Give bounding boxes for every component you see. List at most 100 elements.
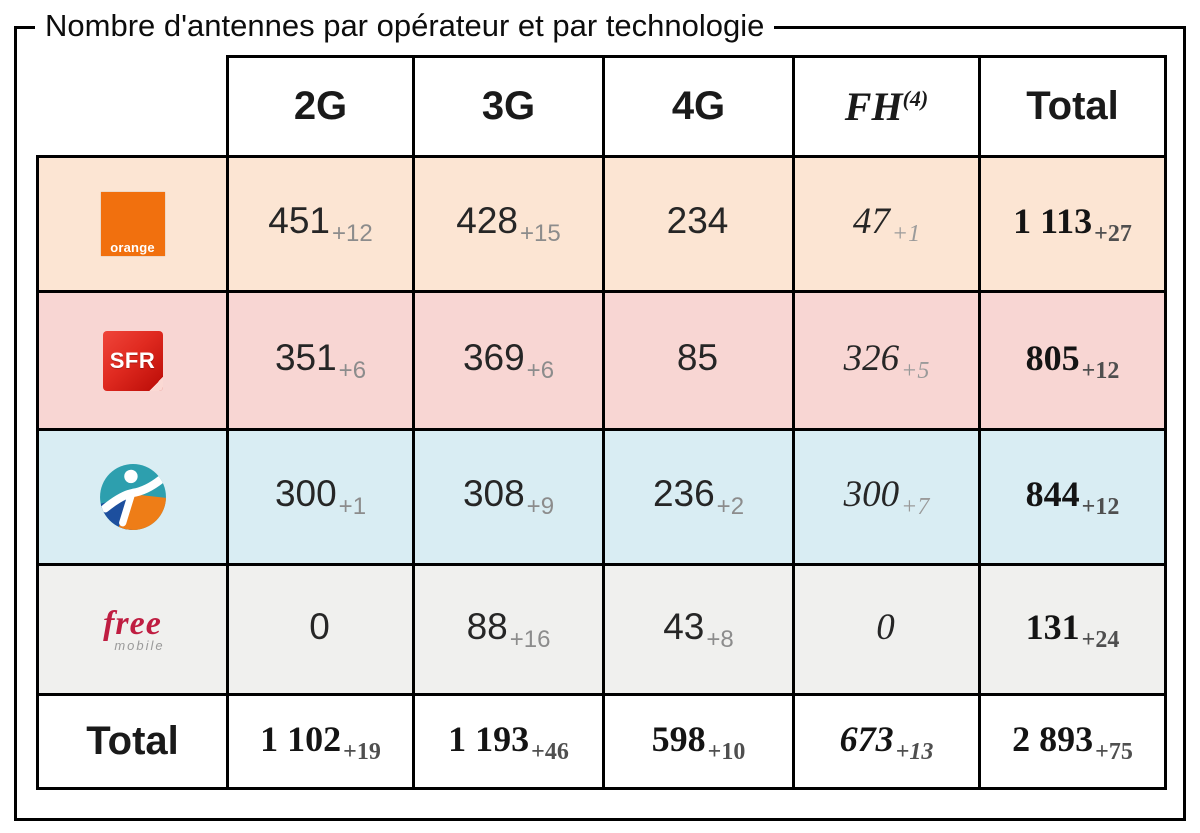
delta: +10	[707, 738, 746, 765]
delta	[895, 627, 897, 653]
value: 47	[852, 201, 890, 242]
value: 236	[652, 473, 715, 514]
row-bouygues: 300+1 308+9 236+2 300+7 844+12	[36, 428, 1167, 566]
value: 673	[839, 718, 894, 759]
sfr-logo-fold	[147, 375, 163, 391]
value: 844	[1025, 474, 1080, 514]
value: 0	[309, 605, 330, 647]
orange-logo-icon: orange	[100, 192, 165, 256]
value: 300	[843, 474, 900, 515]
fh-footnote-sup: (4)	[902, 86, 929, 111]
free-mobile-logo-icon: free mobile	[100, 605, 165, 653]
delta: +12	[1081, 494, 1120, 520]
cell-orange-4g: 234	[602, 155, 795, 293]
cell-orange-2g: 451+12	[226, 155, 415, 293]
cell-orange-fh: 47+1	[792, 155, 981, 293]
value: 598	[651, 718, 706, 759]
value: 234	[666, 200, 729, 241]
cell-sfr-2g: 351+6	[226, 290, 415, 431]
free-logo-word: free	[103, 605, 162, 642]
delta	[728, 220, 730, 247]
value: 805	[1025, 337, 1080, 378]
operator-cell-sfr: SFR	[36, 290, 229, 431]
cell-free-4g: 43+8	[602, 563, 795, 696]
cell-total-3g: 1 193+46	[412, 693, 605, 790]
delta: +12	[332, 220, 373, 247]
value: 2 893	[1012, 718, 1094, 759]
orange-logo-label: orange	[110, 240, 155, 255]
delta: +8	[706, 625, 734, 653]
column-header-4g: 4G	[602, 55, 795, 158]
cell-bouygues-total: 844+12	[978, 428, 1167, 566]
operator-cell-free: free mobile	[36, 563, 229, 696]
cell-total-fh: 673+13	[792, 693, 981, 790]
cell-free-3g: 88+16	[412, 563, 605, 696]
delta: +24	[1081, 626, 1120, 653]
row-sfr: SFR 351+6 369+6 85 326+5 805+12	[36, 290, 1167, 431]
cell-total-4g: 598+10	[602, 693, 795, 790]
value: 369	[462, 336, 525, 378]
cell-bouygues-2g: 300+1	[226, 428, 415, 566]
cell-free-total: 131+24	[978, 563, 1167, 696]
value: 131	[1025, 606, 1080, 647]
value: 451	[268, 200, 330, 241]
value: 351	[274, 336, 337, 378]
free-logo-mobile-word: mobile	[114, 638, 165, 653]
cell-bouygues-fh: 300+7	[792, 428, 981, 566]
column-header-2g: 2G	[226, 55, 415, 158]
delta	[330, 626, 332, 653]
header-row: 2G 3G 4G FH(4) Total	[37, 55, 1167, 158]
value: 85	[676, 336, 719, 378]
operator-cell-orange: orange	[36, 155, 229, 293]
value: 43	[663, 605, 705, 647]
value: 428	[456, 200, 518, 241]
column-header-total: Total	[978, 55, 1167, 158]
row-free: free mobile 0 88+16 43+8 0 131+24	[36, 563, 1167, 696]
cell-sfr-total: 805+12	[978, 290, 1167, 431]
sfr-logo-label: SFR	[109, 347, 156, 373]
delta: +7	[901, 494, 930, 520]
delta: +15	[520, 220, 561, 247]
column-header-fh: FH(4)	[792, 55, 981, 158]
cell-free-2g: 0	[226, 563, 415, 696]
total-row-label: Total	[36, 693, 229, 790]
antennas-table: 2G 3G 4G FH(4) Total orange 451+12 428+1…	[36, 55, 1167, 790]
delta: +6	[338, 356, 367, 384]
sfr-logo-icon: SFR	[102, 330, 163, 391]
cell-bouygues-3g: 308+9	[412, 428, 605, 566]
operator-cell-bouygues	[36, 428, 229, 566]
header-blank-cell	[37, 56, 228, 157]
cell-sfr-4g: 85	[602, 290, 795, 431]
cell-orange-total: 1 113+27	[978, 155, 1167, 293]
value: 0	[876, 606, 895, 648]
value: 326	[843, 337, 900, 379]
delta: +1	[338, 493, 367, 520]
delta: +16	[509, 625, 551, 653]
column-header-3g: 3G	[412, 55, 605, 158]
delta: +75	[1095, 738, 1133, 765]
value: 1 113	[1013, 201, 1093, 241]
cell-total-2g: 1 102+19	[226, 693, 415, 790]
cell-sfr-fh: 326+5	[792, 290, 981, 431]
delta: +27	[1094, 221, 1132, 247]
delta: +2	[716, 493, 745, 520]
delta: +46	[531, 738, 569, 765]
value: 300	[274, 473, 337, 514]
row-orange: orange 451+12 428+15 234 47+1 1 113+27	[36, 155, 1167, 293]
value: 1 193	[448, 718, 530, 759]
fh-label: FH	[844, 84, 903, 129]
cell-free-fh: 0	[792, 563, 981, 696]
value: 1 102	[260, 718, 342, 759]
delta: +12	[1081, 357, 1120, 384]
delta	[718, 357, 720, 384]
bouygues-logo-icon	[99, 464, 166, 530]
cell-orange-3g: 428+15	[412, 155, 605, 293]
delta: +6	[526, 356, 555, 384]
cell-sfr-3g: 369+6	[412, 290, 605, 431]
delta: +1	[891, 221, 921, 247]
cell-total-total: 2 893+75	[978, 693, 1167, 790]
delta: +13	[895, 738, 934, 765]
cell-bouygues-4g: 236+2	[602, 428, 795, 566]
page-title: Nombre d'antennes par opérateur et par t…	[35, 5, 775, 47]
delta: +9	[526, 493, 555, 520]
